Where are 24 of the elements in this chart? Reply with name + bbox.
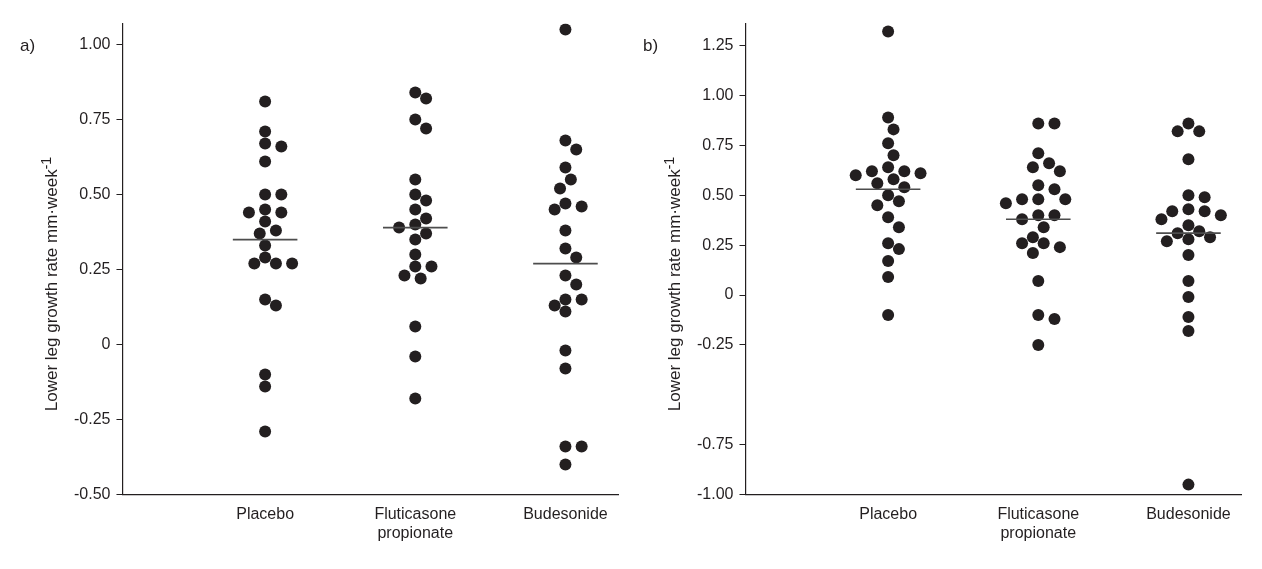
y-tick-label: 0.25 xyxy=(702,235,734,253)
y-tick-label: 0 xyxy=(724,285,734,303)
y-tick-label: -0.75 xyxy=(697,435,734,453)
x-tick-label: Budesonide xyxy=(523,504,608,522)
text: a) xyxy=(20,36,36,56)
x-tick-label: Fluticasone propionate xyxy=(997,504,1080,541)
x-tick-label: Placebo xyxy=(859,504,918,522)
y-tick-label: -0.25 xyxy=(74,410,111,428)
y-tick-label: 0.75 xyxy=(79,110,111,128)
y-tick-label: 0.50 xyxy=(79,185,111,203)
y-tick-label: -0.50 xyxy=(74,485,111,503)
x-tick-label: Budesonide xyxy=(1146,504,1231,522)
text: b) xyxy=(643,36,659,56)
y-tick-label: -1.00 xyxy=(697,485,734,503)
y-tick-label: 0 xyxy=(101,335,111,353)
y-tick-label: 1.00 xyxy=(702,85,734,103)
x-tick-label: Fluticasone propionate xyxy=(374,504,457,541)
y-tick-label: 1.00 xyxy=(79,35,111,53)
x-tick-label: Placebo xyxy=(236,504,295,522)
y-tick-label: -0.25 xyxy=(697,335,734,353)
y-tick-label: 0.75 xyxy=(702,135,734,153)
y-tick-label: 0.50 xyxy=(702,185,734,203)
y-tick-label: 1.25 xyxy=(702,35,734,53)
y-tick-label: 0.25 xyxy=(79,260,111,278)
